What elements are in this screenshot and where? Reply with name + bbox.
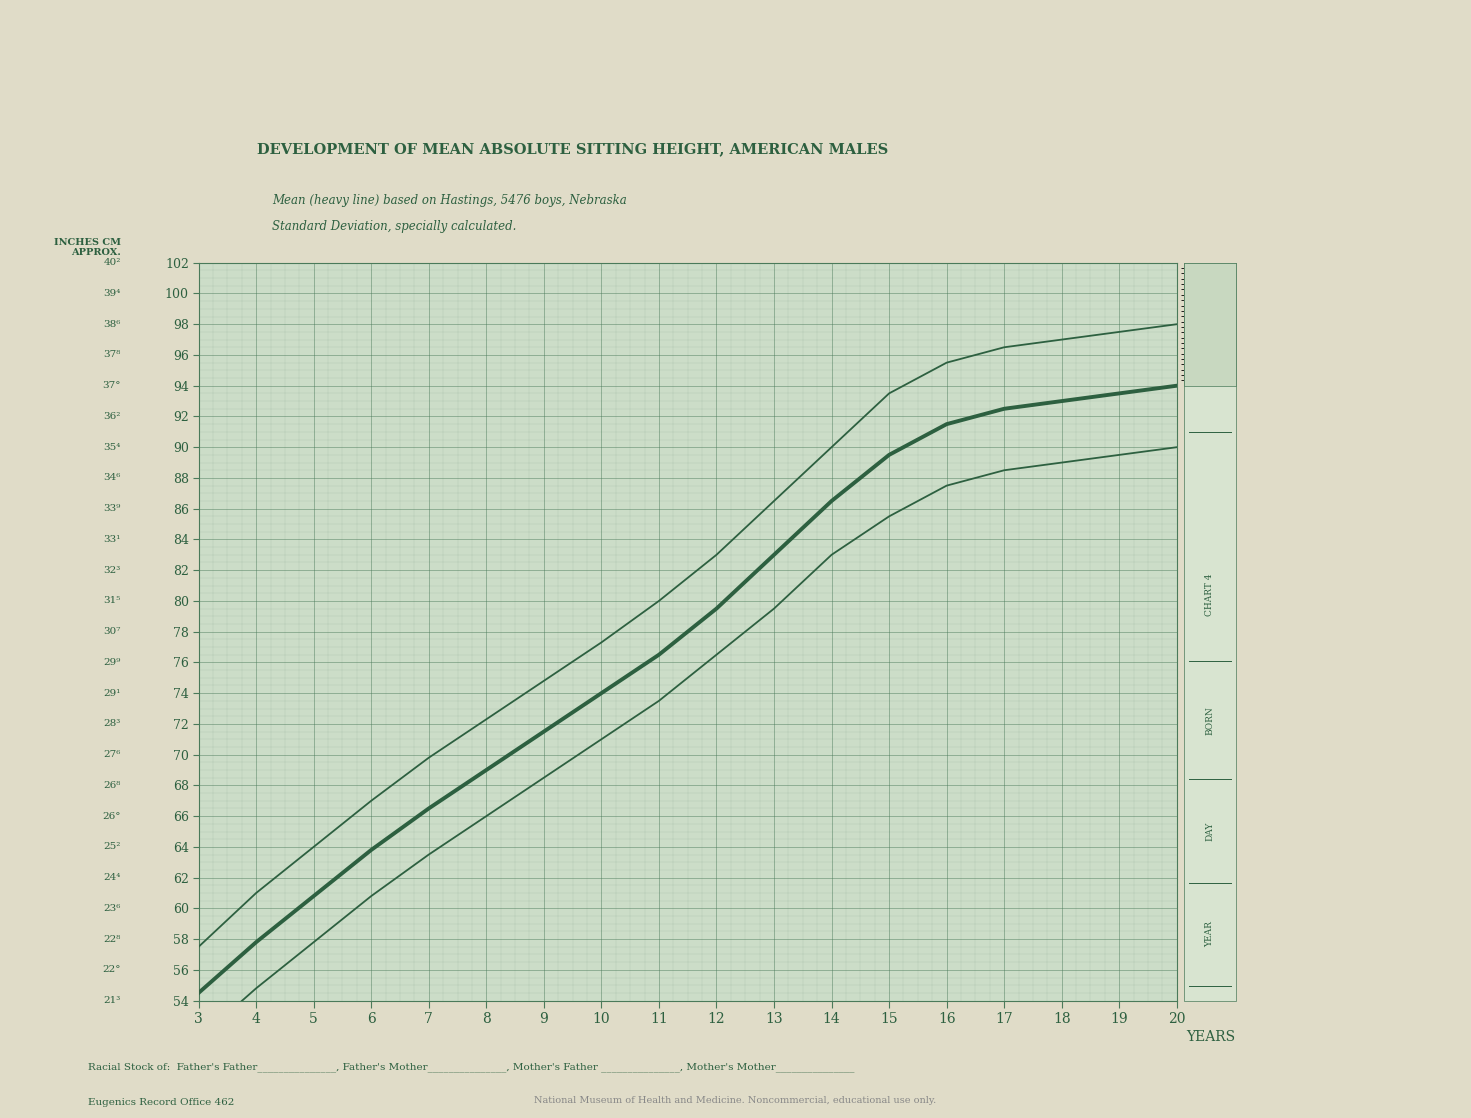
Text: 25²: 25² <box>103 842 121 852</box>
Text: 29¹: 29¹ <box>103 689 121 698</box>
Text: 27⁶: 27⁶ <box>103 750 121 759</box>
Text: 26°: 26° <box>101 812 121 821</box>
Text: DEVELOPMENT OF MEAN ABSOLUTE SITTING HEIGHT, AMERICAN MALES: DEVELOPMENT OF MEAN ABSOLUTE SITTING HEI… <box>257 142 888 157</box>
Text: 33¹: 33¹ <box>103 534 121 544</box>
Text: 32³: 32³ <box>103 566 121 575</box>
Text: Standard Deviation, specially calculated.: Standard Deviation, specially calculated… <box>272 219 516 233</box>
Text: 24⁴: 24⁴ <box>103 873 121 882</box>
Text: 37⁸: 37⁸ <box>103 350 121 360</box>
Text: Mean (heavy line) based on Hastings, 5476 boys, Nebraska: Mean (heavy line) based on Hastings, 547… <box>272 193 627 207</box>
Text: 33⁹: 33⁹ <box>103 504 121 513</box>
Text: 40²: 40² <box>103 258 121 267</box>
Text: 38⁶: 38⁶ <box>103 320 121 329</box>
Text: 26⁸: 26⁸ <box>103 780 121 790</box>
Text: DAY: DAY <box>1205 822 1215 841</box>
Text: 30⁷: 30⁷ <box>103 627 121 636</box>
Text: 22°: 22° <box>101 965 121 975</box>
Text: 36²: 36² <box>103 411 121 421</box>
Text: 21³: 21³ <box>103 996 121 1005</box>
Text: 28³: 28³ <box>103 719 121 729</box>
Text: 22⁸: 22⁸ <box>103 935 121 944</box>
Text: CHART 4: CHART 4 <box>1205 574 1215 616</box>
Text: 39⁴: 39⁴ <box>103 288 121 299</box>
Text: National Museum of Health and Medicine. Noncommercial, educational use only.: National Museum of Health and Medicine. … <box>534 1096 937 1105</box>
Text: 23⁶: 23⁶ <box>103 903 121 913</box>
Text: 37°: 37° <box>101 381 121 390</box>
Text: INCHES CM
APPROX.: INCHES CM APPROX. <box>53 238 121 257</box>
Text: 35⁴: 35⁴ <box>103 443 121 452</box>
Text: BORN: BORN <box>1205 705 1215 735</box>
Text: RECORD OF: RECORD OF <box>1205 321 1215 382</box>
Text: YEARS: YEARS <box>1187 1030 1236 1044</box>
Text: Racial Stock of:  Father's Father_______________, Father's Mother_______________: Racial Stock of: Father's Father________… <box>88 1062 855 1072</box>
Text: 34⁶: 34⁶ <box>103 473 121 483</box>
Text: 31⁵: 31⁵ <box>103 596 121 606</box>
Text: Eugenics Record Office 462: Eugenics Record Office 462 <box>88 1098 235 1107</box>
Text: 29⁹: 29⁹ <box>103 657 121 667</box>
Text: YEAR: YEAR <box>1205 921 1215 947</box>
